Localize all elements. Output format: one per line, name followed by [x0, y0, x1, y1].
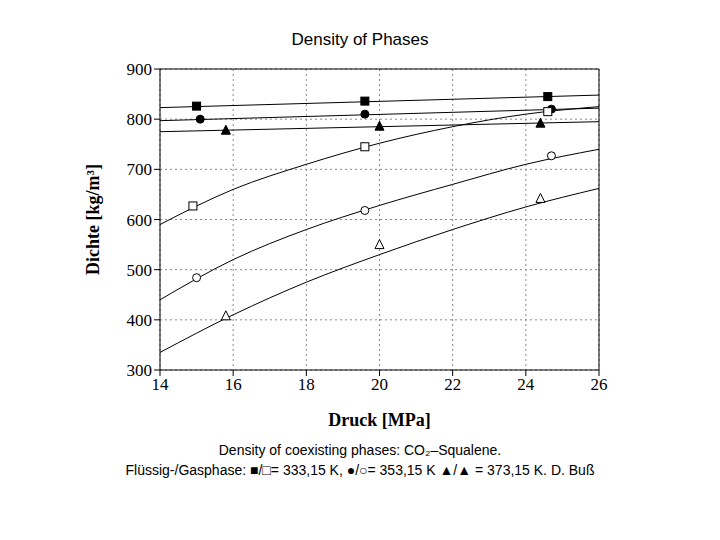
svg-text:Druck [MPa]: Druck [MPa] — [328, 410, 430, 430]
svg-text:16: 16 — [225, 375, 242, 394]
html-text:Flüssig-/Gasphase: ■/□= 333,15: Flüssig-/Gasphase: ■/□= 333,15 K, ●/○= 3… — [125, 462, 595, 478]
svg-text:22: 22 — [444, 375, 461, 394]
svg-text:800: 800 — [127, 110, 153, 129]
svg-text:18: 18 — [298, 375, 315, 394]
svg-text:600: 600 — [127, 211, 153, 230]
svg-text:500: 500 — [127, 261, 153, 280]
svg-text:300: 300 — [127, 361, 153, 380]
svg-text:700: 700 — [127, 160, 153, 179]
svg-text:14: 14 — [152, 375, 170, 394]
html-text:Density of Phases: Density of Phases — [291, 30, 429, 49]
svg-text:20: 20 — [371, 375, 388, 394]
svg-text:Dichte [kg/m³]: Dichte [kg/m³] — [83, 164, 103, 275]
svg-text:26: 26 — [591, 375, 608, 394]
svg-text:900: 900 — [127, 60, 153, 79]
svg-text:400: 400 — [127, 311, 153, 330]
svg-text:24: 24 — [517, 375, 535, 394]
html-text:Density of coexisting phases:: Density of coexisting phases: CO₂–Squale… — [218, 442, 502, 458]
